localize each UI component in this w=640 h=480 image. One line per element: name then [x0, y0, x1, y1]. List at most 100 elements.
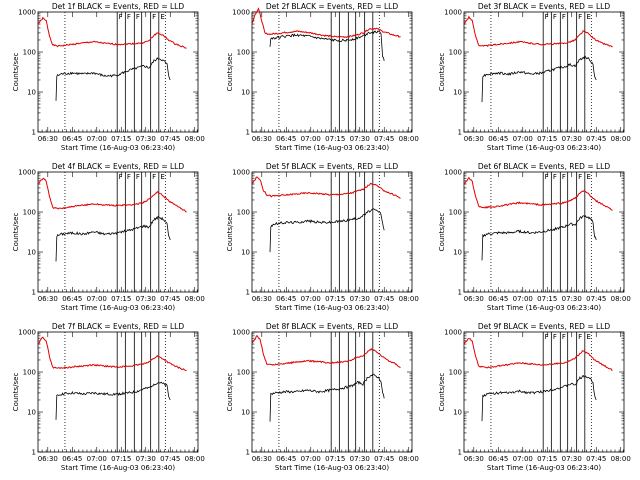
x-tick-label: 08:00: [611, 135, 631, 143]
time-marker-label: E: [160, 173, 164, 181]
x-tick-label: 07:45: [586, 455, 606, 463]
x-tick-label: 07:15: [111, 135, 131, 143]
panel-title: Det 1f BLACK = Events, RED = LLD: [52, 2, 185, 11]
time-marker-label: F: [119, 13, 123, 21]
y-tick-label: 1000: [232, 329, 250, 337]
x-tick-label: 07:30: [350, 295, 370, 303]
x-tick-label: 07:45: [586, 135, 606, 143]
x-tick-label: 07:30: [136, 455, 156, 463]
x-tick-label: 07:30: [350, 455, 370, 463]
lld-series-line: [463, 176, 613, 211]
detector-panel: Det 5f BLACK = Events, RED = LLD 1 10 100 10…: [226, 162, 419, 312]
y-axis-label: Counts/sec: [438, 53, 446, 92]
x-tick-label: 08:00: [399, 295, 419, 303]
y-tick-label: 10: [27, 409, 36, 417]
detector-panel: Det 6f BLACK = Events, RED = LLD 1 10 100 10…: [438, 162, 631, 312]
events-series-line: [55, 215, 171, 262]
y-tick-label: 1: [246, 449, 250, 457]
time-marker-label: F: [127, 13, 131, 21]
y-axis-label: Counts/sec: [438, 373, 446, 412]
x-tick-label: 07:15: [325, 135, 345, 143]
y-axis-label: Counts/sec: [12, 53, 20, 92]
y-axis-label: Counts/sec: [12, 213, 20, 252]
x-tick-label: 08:00: [185, 135, 205, 143]
time-marker-label: F: [553, 333, 557, 341]
detector-panel: Det 9f BLACK = Events, RED = LLD 1 10 100 10…: [438, 322, 631, 472]
x-axis-label: Start Time (16-Aug-03 06:23:40): [487, 464, 601, 472]
y-tick-label: 1000: [18, 329, 36, 337]
y-tick-label: 1000: [232, 169, 250, 177]
x-tick-label: 07:15: [537, 135, 557, 143]
x-tick-label: 07:15: [537, 455, 557, 463]
x-tick-label: 07:00: [87, 455, 107, 463]
y-tick-label: 1000: [18, 9, 36, 17]
y-tick-label: 1: [32, 449, 36, 457]
x-axis-label: Start Time (16-Aug-03 06:23:40): [61, 144, 175, 152]
x-tick-label: 07:45: [160, 455, 180, 463]
y-tick-label: 10: [27, 89, 36, 97]
y-tick-label: 100: [23, 49, 36, 57]
time-marker-label: F: [578, 173, 582, 181]
x-tick-label: 06:45: [276, 295, 296, 303]
plot-frame: [37, 331, 199, 453]
time-marker-label: F: [578, 333, 582, 341]
lld-series-line: [37, 336, 187, 372]
x-tick-label: 06:45: [276, 455, 296, 463]
panel-title: Det 4f BLACK = Events, RED = LLD: [52, 162, 185, 171]
x-tick-label: 07:15: [111, 455, 131, 463]
x-tick-label: 07:30: [562, 295, 582, 303]
time-marker-label: F: [562, 173, 566, 181]
time-marker-label: F: [562, 13, 566, 21]
y-tick-label: 100: [23, 209, 36, 217]
x-axis-label: Start Time (16-Aug-03 06:23:40): [61, 304, 175, 312]
x-tick-label: 06:30: [38, 295, 58, 303]
detector-panel: Det 8f BLACK = Events, RED = LLD 1 10 100 10…: [226, 322, 419, 472]
events-series-line: [269, 30, 385, 61]
detector-panel: Det 4f BLACK = Events, RED = LLD 1 10 100 10…: [12, 162, 205, 312]
events-series-line: [269, 373, 385, 422]
time-marker-label: E: [586, 13, 590, 21]
y-axis-label: Counts/sec: [226, 53, 234, 92]
x-axis-label: Start Time (16-Aug-03 06:23:40): [487, 304, 601, 312]
x-tick-label: 06:30: [252, 455, 272, 463]
detector-panel: Det 3f BLACK = Events, RED = LLD 1 10 100 10…: [438, 2, 631, 152]
x-axis-label: Start Time (16-Aug-03 06:23:40): [275, 464, 389, 472]
events-series-line: [55, 57, 171, 101]
x-tick-label: 06:30: [252, 135, 272, 143]
x-tick-label: 08:00: [399, 135, 419, 143]
y-tick-label: 1: [246, 289, 250, 297]
x-tick-label: 07:15: [325, 455, 345, 463]
plot-frame: [37, 11, 199, 133]
y-tick-label: 10: [241, 249, 250, 257]
panel-title: Det 7f BLACK = Events, RED = LLD: [52, 322, 185, 331]
x-tick-label: 07:00: [513, 455, 533, 463]
x-tick-label: 07:30: [136, 135, 156, 143]
x-tick-label: 07:45: [374, 455, 394, 463]
y-tick-label: 1: [458, 449, 462, 457]
x-tick-label: 06:30: [38, 455, 58, 463]
panel-title: Det 5f BLACK = Events, RED = LLD: [266, 162, 399, 171]
lld-series-line: [463, 15, 613, 48]
plot-frame: [251, 331, 413, 453]
x-tick-label: 07:15: [537, 295, 557, 303]
plot-frame: [463, 171, 625, 293]
detector-panel: Det 2f BLACK = Events, RED = LLD 1 10 100 10…: [226, 2, 419, 152]
x-axis-label: Start Time (16-Aug-03 06:23:40): [61, 464, 175, 472]
x-tick-label: 08:00: [399, 455, 419, 463]
y-tick-label: 10: [453, 249, 462, 257]
time-marker-label: F: [136, 173, 140, 181]
x-tick-label: 06:30: [464, 135, 484, 143]
time-marker-label: E: [586, 333, 590, 341]
lld-series-line: [37, 16, 187, 49]
time-marker-label: F: [553, 173, 557, 181]
y-tick-label: 1000: [18, 169, 36, 177]
y-axis-label: Counts/sec: [226, 373, 234, 412]
y-tick-label: 10: [27, 249, 36, 257]
time-marker-label: E: [160, 13, 164, 21]
lld-series-line: [251, 176, 401, 199]
x-tick-label: 07:15: [111, 295, 131, 303]
x-tick-label: 07:45: [586, 295, 606, 303]
y-axis-label: Counts/sec: [226, 213, 234, 252]
time-marker-label: F: [545, 13, 549, 21]
